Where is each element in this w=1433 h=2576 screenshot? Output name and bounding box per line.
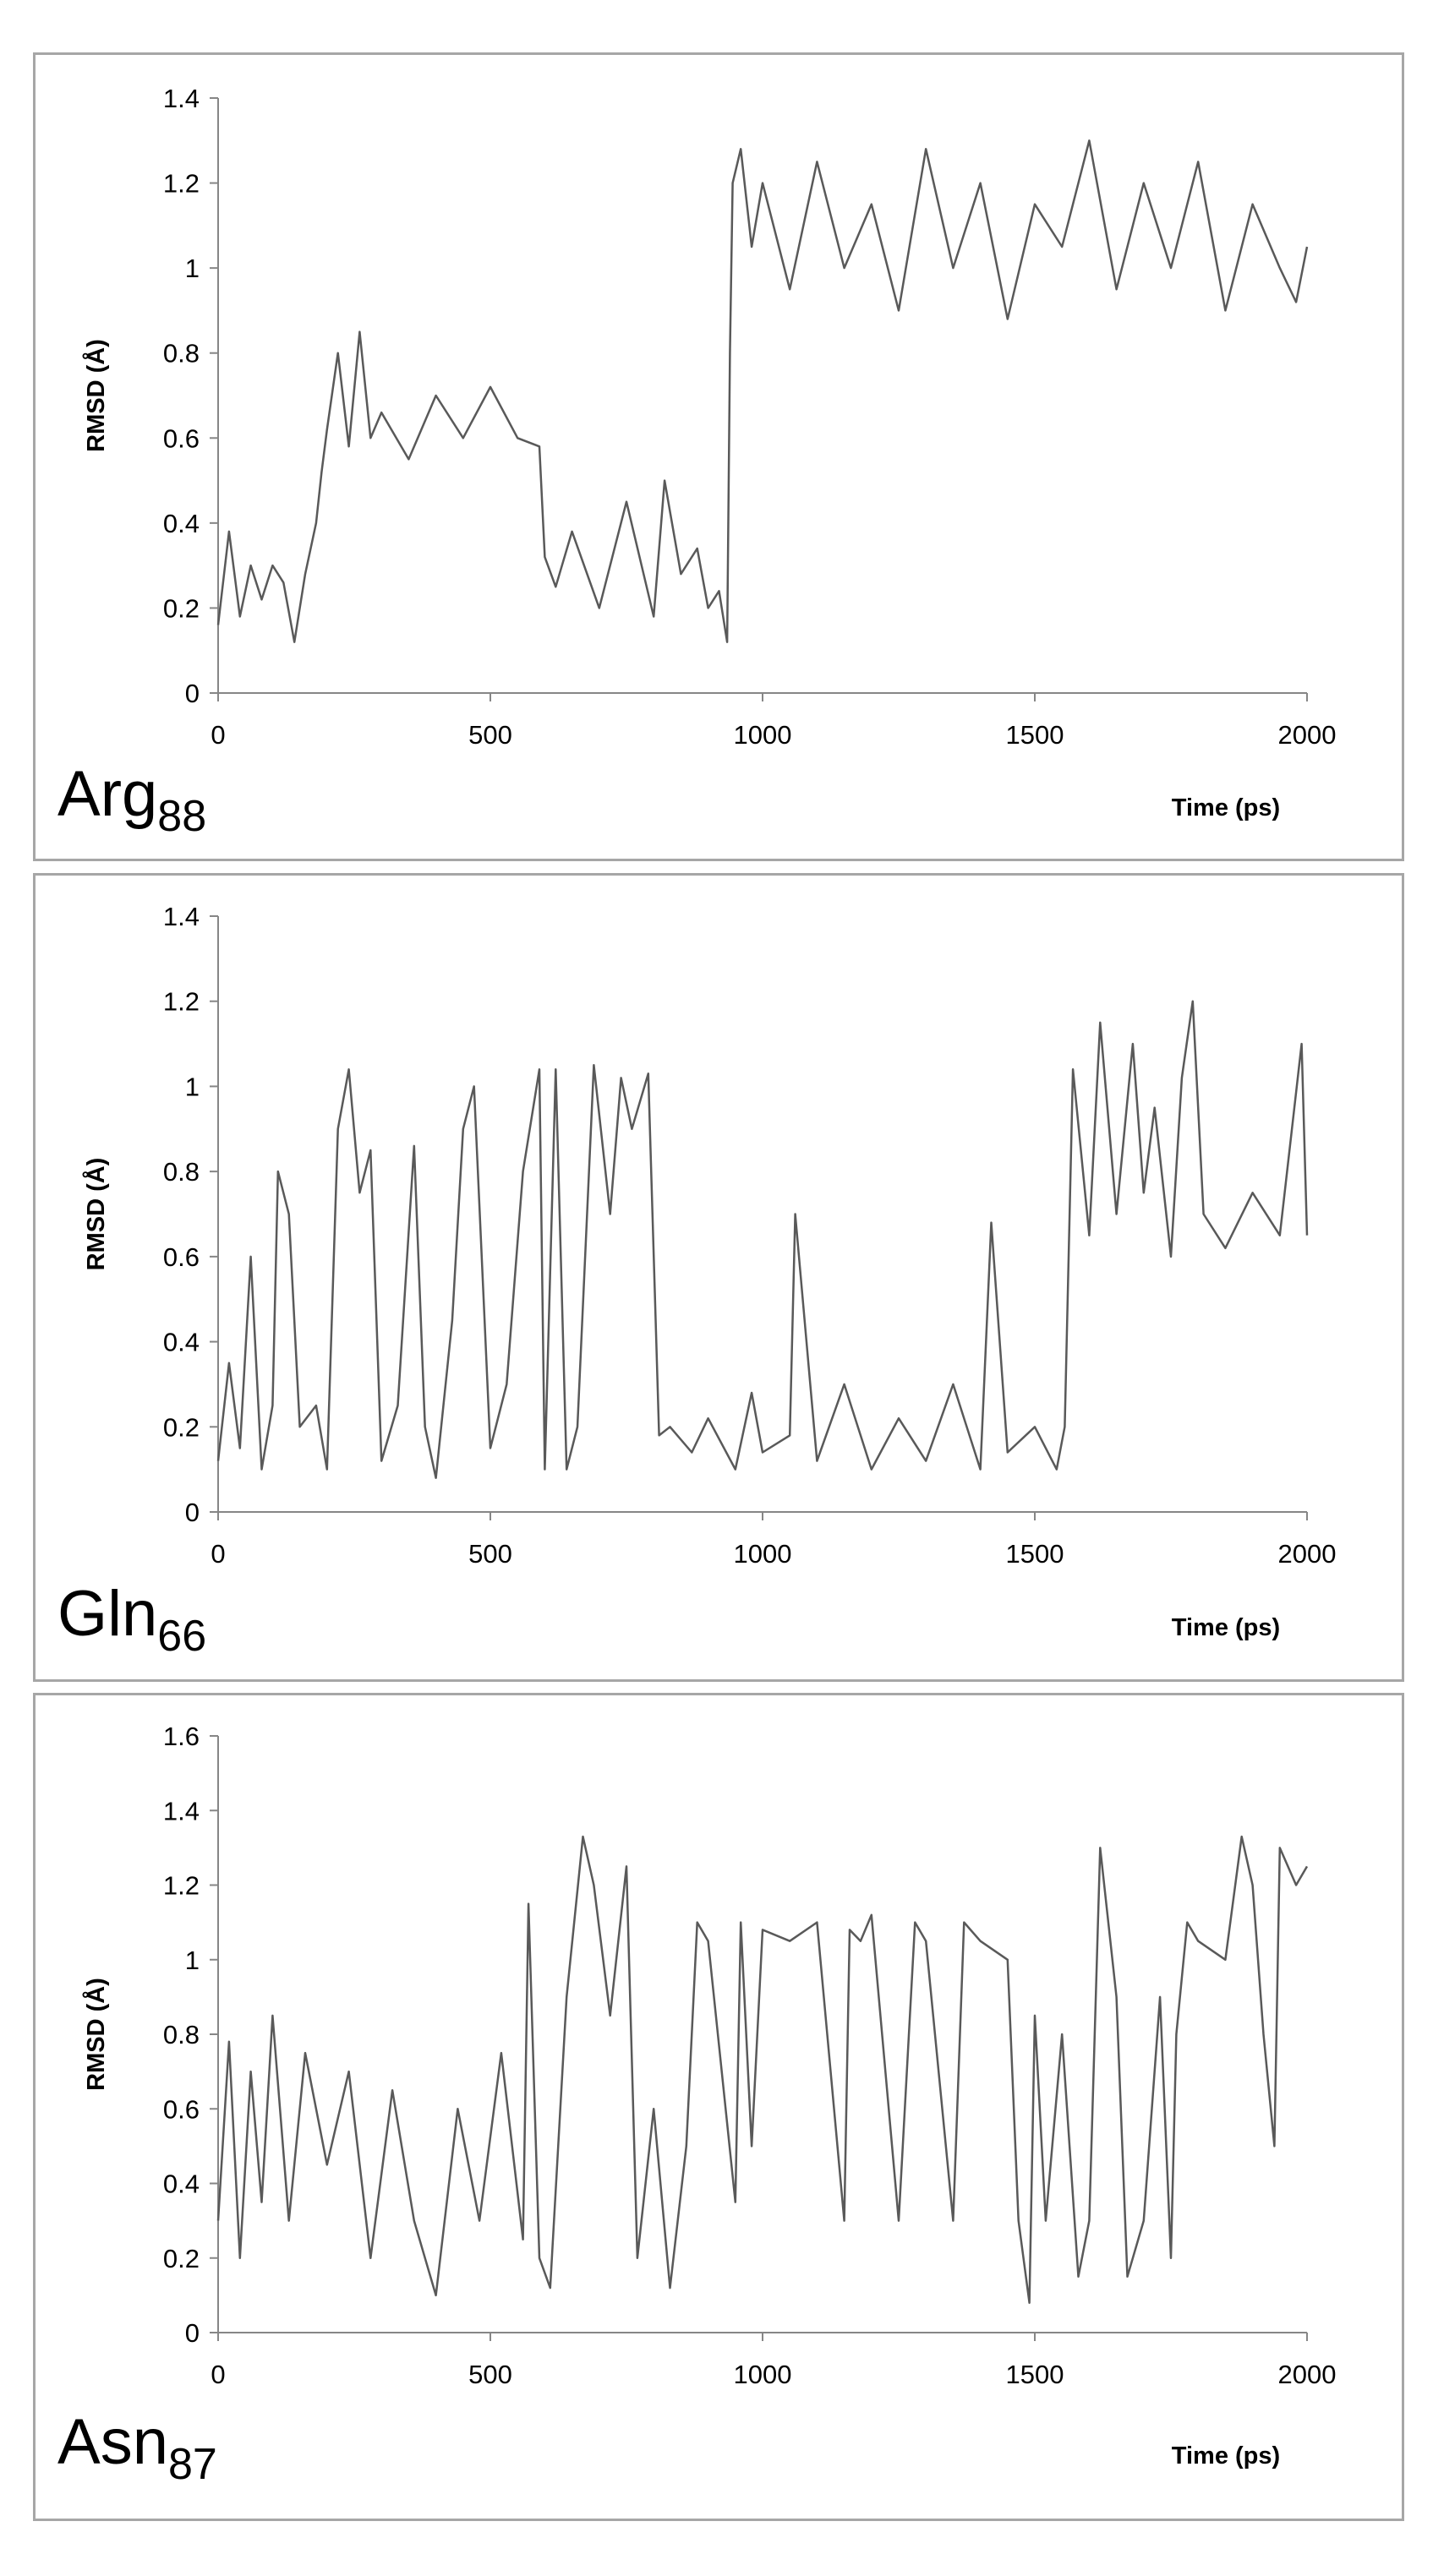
chart2-y-tick-label: 0.2 xyxy=(163,1412,200,1442)
chart1-y-tick-label: 0.6 xyxy=(163,423,200,453)
chart-panel-asn87 xyxy=(33,1693,1404,2521)
chart3-y-tick-label: 0.6 xyxy=(163,2094,200,2124)
chart2-y-tick-label: 0 xyxy=(185,1498,200,1527)
chart1-y-tick-label: 0.8 xyxy=(163,339,200,368)
chart2-x-axis-label: Time (ps) xyxy=(1172,1614,1280,1641)
chart3-x-tick-label: 0 xyxy=(211,2360,225,2389)
chart2-x-tick-label: 1500 xyxy=(1006,1539,1064,1569)
chart1-x-axis-label: Time (ps) xyxy=(1172,794,1280,821)
chart3-y-tick-label: 0.2 xyxy=(163,2244,200,2273)
chart1-series-line xyxy=(216,139,1309,643)
chart2-x-tick-label: 0 xyxy=(211,1539,225,1569)
chart1-y-tick-label: 0 xyxy=(185,679,200,708)
chart1-x-tick-label: 500 xyxy=(468,720,512,750)
chart2-y-tick-label: 1.2 xyxy=(163,987,200,1017)
chart2-x-tick-label: 500 xyxy=(468,1539,512,1569)
chart1-y-tick-label: 0.2 xyxy=(163,593,200,623)
chart3-x-tick-label: 2000 xyxy=(1278,2360,1337,2389)
chart2-y-tick-label: 1.4 xyxy=(163,902,200,931)
chart2-series-line xyxy=(216,1000,1309,1479)
chart2-x-tick-label: 1000 xyxy=(734,1539,792,1569)
chart3-panel-label: Asn87 xyxy=(57,2406,217,2489)
chart1-y-tick-label: 0.4 xyxy=(163,509,200,538)
chart1-y-tick-label: 1.4 xyxy=(163,84,200,113)
chart2-y-axis-label: RMSD (Å) xyxy=(82,1158,110,1271)
chart-panel-gln66 xyxy=(33,873,1404,1682)
chart3-x-tick-label: 500 xyxy=(468,2360,512,2389)
chart2-panel-label: Gln66 xyxy=(57,1578,206,1661)
chart3-y-tick-label: 0.4 xyxy=(163,2169,200,2199)
chart1-y-tick-label: 1.2 xyxy=(163,169,200,199)
chart2-x-tick-label: 2000 xyxy=(1278,1539,1337,1569)
chart3-y-tick-label: 1.2 xyxy=(163,1871,200,1901)
chart3-x-tick-label: 1500 xyxy=(1006,2360,1064,2389)
chart3-x-axis-label: Time (ps) xyxy=(1172,2442,1280,2470)
chart3-y-tick-label: 1 xyxy=(185,1946,200,1975)
chart3-y-tick-label: 0 xyxy=(185,2318,200,2348)
chart2-y-tick-label: 0.6 xyxy=(163,1242,200,1272)
chart3-x-tick-label: 1000 xyxy=(734,2360,792,2389)
chart1-x-tick-label: 1000 xyxy=(734,720,792,750)
chart3-y-tick-label: 1.6 xyxy=(163,1722,200,1751)
chart1-y-axis-label: RMSD (Å) xyxy=(82,339,110,452)
chart3-y-tick-label: 1.4 xyxy=(163,1796,200,1826)
chart-panel-arg88 xyxy=(33,52,1404,861)
chart2-y-tick-label: 1 xyxy=(185,1072,200,1101)
chart1-x-tick-label: 2000 xyxy=(1278,720,1337,750)
chart1-y-tick-label: 1 xyxy=(185,254,200,283)
chart1-panel-label: Arg88 xyxy=(57,758,206,841)
chart1-x-tick-label: 1500 xyxy=(1006,720,1064,750)
chart3-series-line xyxy=(216,1835,1309,2304)
chart3-y-tick-label: 0.8 xyxy=(163,2020,200,2049)
chart3-y-axis-label: RMSD (Å) xyxy=(82,1978,110,2091)
chart2-y-tick-label: 0.4 xyxy=(163,1328,200,1357)
chart1-x-tick-label: 0 xyxy=(211,720,225,750)
chart2-y-tick-label: 0.8 xyxy=(163,1157,200,1187)
